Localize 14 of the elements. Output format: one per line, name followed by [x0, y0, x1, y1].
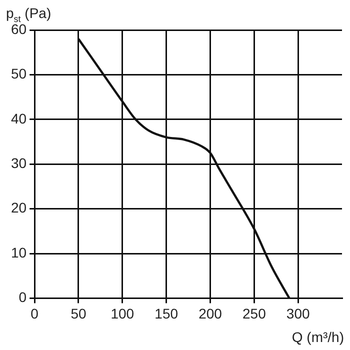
y-tick-label: 10 [10, 244, 27, 260]
y-tick-label: 50 [10, 66, 27, 82]
y-tick-label: 30 [10, 154, 27, 171]
x-tick-label: 250 [242, 305, 266, 322]
x-tick-label: 200 [198, 305, 222, 322]
x-tick-label: 50 [70, 305, 86, 322]
y-tick-label: 20 [10, 200, 27, 216]
y-tick-label: 40 [10, 110, 27, 126]
x-tick-label: 0 [30, 305, 39, 322]
x-tick-label: 150 [154, 305, 178, 322]
x-tick-label: 100 [110, 305, 134, 322]
x-tick-label: 300 [286, 305, 310, 322]
x-axis-title: Q (m³/h) [292, 329, 344, 345]
y-tick-label: 0 [18, 289, 27, 306]
